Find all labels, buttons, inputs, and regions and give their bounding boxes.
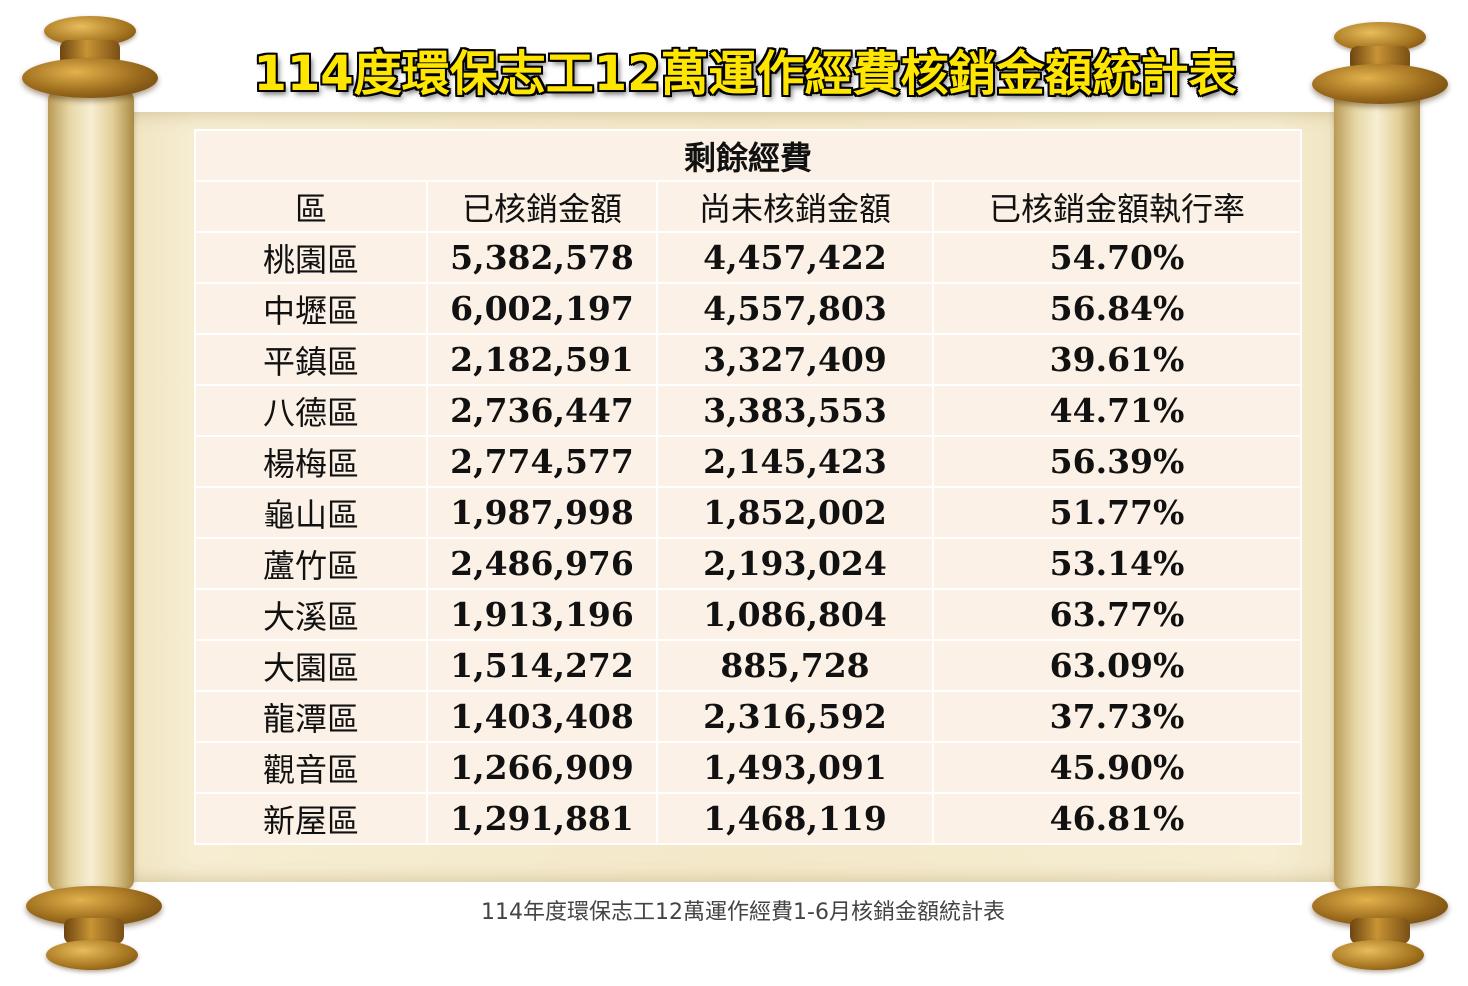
group-header-remaining-budget: 剩餘經費	[193, 129, 1303, 182]
cell-unverified-amount: 1,852,002	[656, 486, 934, 539]
table-row: 龜山區 1,987,998 1,852,002 51.77%	[194, 486, 1303, 539]
cell-verified-amount: 1,291,881	[426, 792, 658, 845]
cell-execution-rate: 37.73%	[931, 690, 1303, 743]
cell-execution-rate: 51.77%	[931, 486, 1303, 539]
table-row: 新屋區 1,291,881 1,468,119 46.81%	[194, 792, 1303, 845]
cell-unverified-amount: 885,728	[656, 639, 934, 692]
cell-verified-amount: 2,182,591	[426, 333, 658, 386]
table-row: 楊梅區 2,774,577 2,145,423 56.39%	[194, 435, 1303, 488]
cell-region: 中壢區	[194, 282, 428, 335]
cell-execution-rate: 39.61%	[931, 333, 1303, 386]
cell-region: 大溪區	[194, 588, 428, 641]
cell-execution-rate: 46.81%	[931, 792, 1303, 845]
column-header-execution-rate: 已核銷金額執行率	[931, 180, 1303, 233]
cell-execution-rate: 54.70%	[931, 231, 1303, 284]
cell-unverified-amount: 1,086,804	[656, 588, 934, 641]
cell-execution-rate: 63.09%	[931, 639, 1303, 692]
column-header-region: 區	[194, 180, 428, 233]
statistics-table-container: 剩餘經費 區 已核銷金額 尚未核銷金額 已核銷金額執行率 桃園區 5,382,5…	[193, 129, 1303, 845]
cell-region: 蘆竹區	[194, 537, 428, 590]
cell-region: 楊梅區	[194, 435, 428, 488]
table-row: 平鎮區 2,182,591 3,327,409 39.61%	[194, 333, 1303, 386]
statistics-table: 剩餘經費 區 已核銷金額 尚未核銷金額 已核銷金額執行率 桃園區 5,382,5…	[193, 129, 1303, 845]
table-row: 觀音區 1,266,909 1,493,091 45.90%	[194, 741, 1303, 794]
cell-verified-amount: 6,002,197	[426, 282, 658, 335]
table-caption: 114年度環保志工12萬運作經費1-6月核銷金額統計表	[481, 900, 1005, 925]
scroll-knob-top-right	[1312, 64, 1448, 104]
cell-region: 龜山區	[194, 486, 428, 539]
cell-unverified-amount: 1,493,091	[656, 741, 934, 794]
cell-verified-amount: 2,774,577	[426, 435, 658, 488]
scroll-knob-neck-bottom-left	[64, 918, 124, 944]
cell-execution-rate: 56.84%	[931, 282, 1303, 335]
cell-execution-rate: 53.14%	[931, 537, 1303, 590]
scroll-roll-right	[1334, 90, 1420, 890]
cell-verified-amount: 2,486,976	[426, 537, 658, 590]
scroll-knob-neck-bottom-right	[1350, 918, 1410, 944]
cell-unverified-amount: 2,193,024	[656, 537, 934, 590]
cell-verified-amount: 1,266,909	[426, 741, 658, 794]
cell-verified-amount: 1,913,196	[426, 588, 658, 641]
table-row: 大溪區 1,913,196 1,086,804 63.77%	[194, 588, 1303, 641]
cell-region: 大園區	[194, 639, 428, 692]
cell-region: 平鎮區	[194, 333, 428, 386]
cell-unverified-amount: 4,457,422	[656, 231, 934, 284]
cell-unverified-amount: 2,316,592	[656, 690, 934, 743]
cell-unverified-amount: 4,557,803	[656, 282, 934, 335]
scroll-knob-cap-bottom-left	[46, 940, 138, 970]
scroll-roll-left	[48, 90, 134, 890]
table-header-row: 區 已核銷金額 尚未核銷金額 已核銷金額執行率	[194, 180, 1303, 233]
cell-region: 桃園區	[194, 231, 428, 284]
cell-unverified-amount: 3,327,409	[656, 333, 934, 386]
cell-verified-amount: 2,736,447	[426, 384, 658, 437]
cell-unverified-amount: 2,145,423	[656, 435, 934, 488]
cell-verified-amount: 1,403,408	[426, 690, 658, 743]
cell-execution-rate: 45.90%	[931, 741, 1303, 794]
cell-execution-rate: 56.39%	[931, 435, 1303, 488]
table-body: 桃園區 5,382,578 4,457,422 54.70% 中壢區 6,002…	[194, 231, 1303, 845]
table-row: 大園區 1,514,272 885,728 63.09%	[194, 639, 1303, 692]
table-row: 八德區 2,736,447 3,383,553 44.71%	[194, 384, 1303, 437]
cell-unverified-amount: 3,383,553	[656, 384, 934, 437]
scroll-knob-cap-bottom-right	[1332, 940, 1424, 970]
cell-execution-rate: 63.77%	[931, 588, 1303, 641]
cell-region: 八德區	[194, 384, 428, 437]
table-row: 中壢區 6,002,197 4,557,803 56.84%	[194, 282, 1303, 335]
cell-execution-rate: 44.71%	[931, 384, 1303, 437]
table-row: 龍潭區 1,403,408 2,316,592 37.73%	[194, 690, 1303, 743]
scroll-knob-top-left	[22, 58, 158, 98]
page-title: 114度環保志工12萬運作經費核銷金額統計表	[253, 46, 1237, 102]
cell-verified-amount: 1,987,998	[426, 486, 658, 539]
column-header-verified-amount: 已核銷金額	[426, 180, 658, 233]
table-row: 蘆竹區 2,486,976 2,193,024 53.14%	[194, 537, 1303, 590]
cell-unverified-amount: 1,468,119	[656, 792, 934, 845]
table-row: 桃園區 5,382,578 4,457,422 54.70%	[194, 231, 1303, 284]
column-header-unverified-amount: 尚未核銷金額	[656, 180, 934, 233]
cell-region: 龍潭區	[194, 690, 428, 743]
cell-region: 觀音區	[194, 741, 428, 794]
cell-verified-amount: 5,382,578	[426, 231, 658, 284]
cell-region: 新屋區	[194, 792, 428, 845]
cell-verified-amount: 1,514,272	[426, 639, 658, 692]
table-group-header-row: 剩餘經費	[193, 129, 1303, 182]
